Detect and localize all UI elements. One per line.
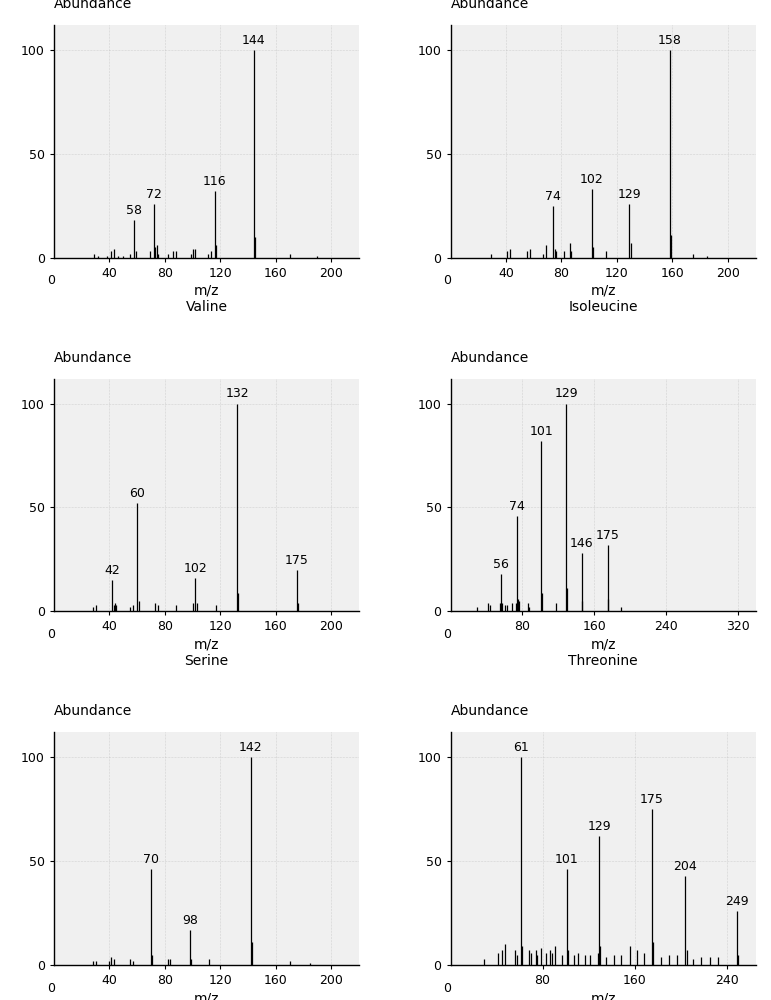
Text: 144: 144 [242,34,265,47]
X-axis label: m/z
Serine: m/z Serine [184,638,228,668]
Text: 102: 102 [183,562,207,575]
Text: 132: 132 [225,387,249,400]
Text: Abundance: Abundance [450,351,529,365]
Text: 98: 98 [182,914,198,927]
Text: Abundance: Abundance [450,0,529,11]
Text: 72: 72 [146,188,162,201]
Text: 175: 175 [640,793,664,806]
Text: Abundance: Abundance [54,704,132,718]
Text: 56: 56 [493,558,509,571]
Text: 0: 0 [443,628,452,641]
Text: 101: 101 [529,425,553,438]
Text: Abundance: Abundance [54,0,132,11]
Text: 129: 129 [554,387,578,400]
Text: 101: 101 [555,853,579,866]
Text: 0: 0 [47,628,55,641]
Text: 142: 142 [239,741,263,754]
X-axis label: m/z
Methonine: m/z Methonine [567,991,640,1000]
Text: 60: 60 [130,487,145,500]
Text: 0: 0 [443,982,452,995]
Text: 146: 146 [570,537,594,550]
Text: 249: 249 [726,895,749,908]
X-axis label: m/z
Threonine: m/z Threonine [568,638,638,668]
Text: 0: 0 [47,274,55,287]
Text: 74: 74 [509,500,525,513]
Text: 204: 204 [674,860,697,873]
X-axis label: m/z
Proline: m/z Proline [183,991,230,1000]
Text: 102: 102 [580,173,604,186]
Text: 0: 0 [443,274,452,287]
Text: 175: 175 [284,554,308,567]
Text: Abundance: Abundance [450,704,529,718]
X-axis label: m/z
Valine: m/z Valine [186,284,227,314]
Text: Abundance: Abundance [54,351,132,365]
Text: 61: 61 [513,741,529,754]
Text: 74: 74 [545,190,561,203]
Text: 158: 158 [658,34,682,47]
Text: 175: 175 [596,529,619,542]
X-axis label: m/z
Isoleucine: m/z Isoleucine [568,284,638,314]
Text: 58: 58 [126,204,143,217]
Text: 129: 129 [588,820,611,833]
Text: 42: 42 [104,564,120,577]
Text: 0: 0 [47,982,55,995]
Text: 116: 116 [203,175,227,188]
Text: 129: 129 [618,188,641,201]
Text: 70: 70 [143,853,159,866]
